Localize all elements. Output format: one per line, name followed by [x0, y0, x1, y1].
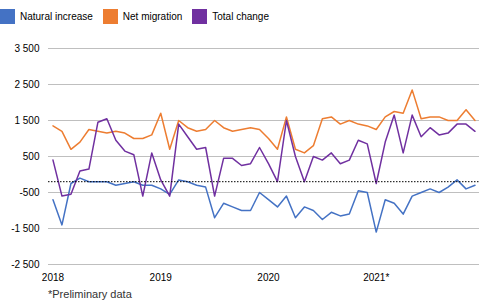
svg-text:2020: 2020: [257, 272, 280, 283]
html-text:Total change: Total change: [212, 11, 269, 22]
svg-text:-1 500: -1 500: [11, 223, 40, 234]
svg-text:2018: 2018: [42, 272, 65, 283]
html-text:Natural increase: Natural increase: [20, 11, 93, 22]
svg-text:-500: -500: [19, 187, 39, 198]
svg-text:500: 500: [23, 151, 40, 162]
html-text:Net migration: Net migration: [122, 11, 183, 22]
svg-text:3 500: 3 500: [14, 43, 39, 54]
svg-text:2019: 2019: [150, 272, 173, 283]
html-text:*Preliminary data: *Preliminary data: [48, 288, 132, 300]
svg-text:2021*: 2021*: [363, 272, 389, 283]
svg-text:1 500: 1 500: [14, 115, 39, 126]
svg-text:2 500: 2 500: [14, 79, 39, 90]
svg-text:-2 500: -2 500: [11, 259, 40, 270]
